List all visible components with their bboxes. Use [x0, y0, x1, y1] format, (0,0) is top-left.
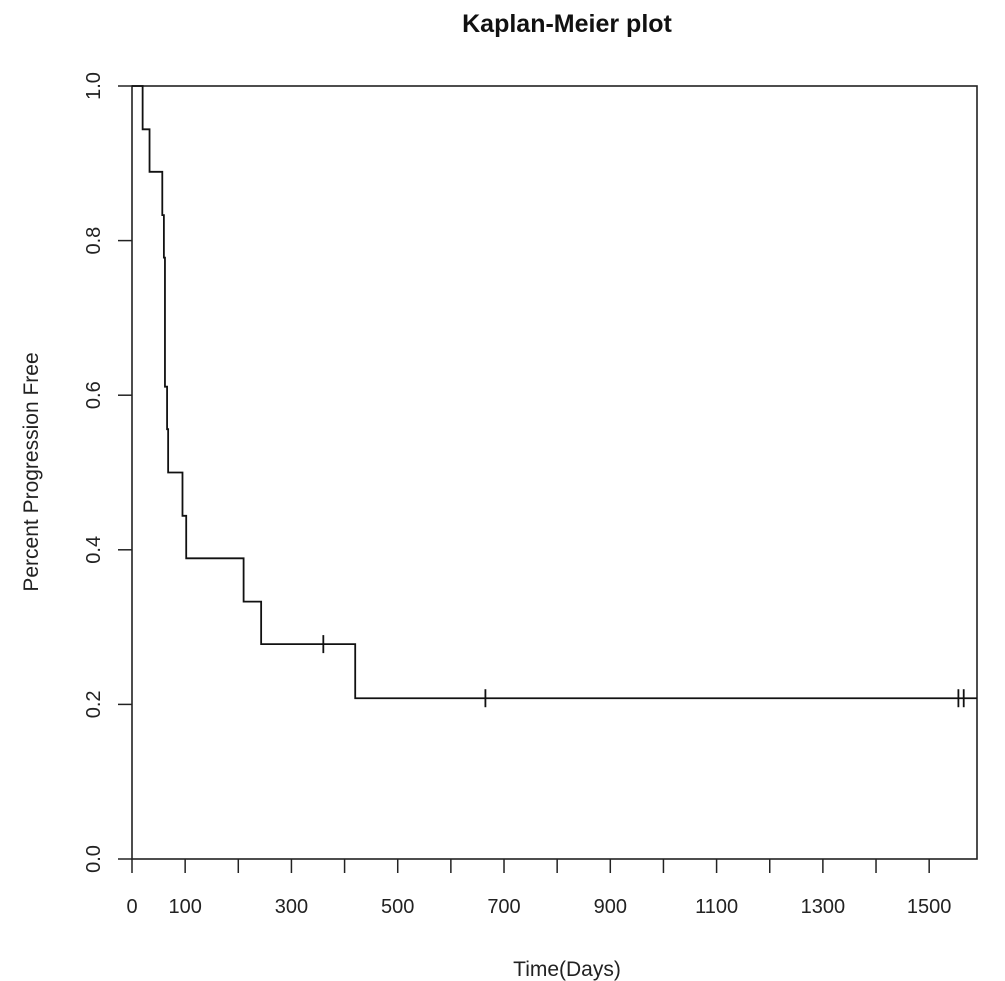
censor-marks — [322, 635, 965, 708]
x-tick-label: 1100 — [695, 896, 738, 918]
chart-title: Kaplan-Meier plot — [462, 10, 672, 38]
x-tick-label: 900 — [594, 896, 627, 918]
x-tick-label: 1500 — [907, 896, 952, 918]
y-tick-label: 0.2 — [83, 690, 105, 718]
y-tick-label: 0.0 — [83, 845, 105, 873]
plot-frame — [131, 85, 978, 860]
x-tick-label: 1300 — [801, 896, 846, 918]
y-axis: 0.0 0.2 0.4 0.6 0.8 1.0 — [83, 72, 132, 873]
survival-curve — [132, 85, 977, 700]
y-tick-label: 0.6 — [83, 381, 105, 409]
y-tick-label: 0.4 — [83, 536, 105, 564]
x-tick-label: 100 — [168, 896, 201, 918]
x-tick-label: 300 — [275, 896, 308, 918]
y-tick-label: 1.0 — [83, 72, 105, 100]
x-axis: 0 100 300 500 700 900 1100 1300 1500 — [126, 859, 951, 918]
y-tick-label: 0.8 — [83, 227, 105, 255]
y-axis-label: Percent Progression Free — [20, 352, 43, 591]
x-axis-label: Time(Days) — [513, 958, 621, 981]
x-tick-label: 700 — [487, 896, 520, 918]
x-tick-label: 500 — [381, 896, 414, 918]
x-tick-label: 0 — [126, 896, 137, 918]
